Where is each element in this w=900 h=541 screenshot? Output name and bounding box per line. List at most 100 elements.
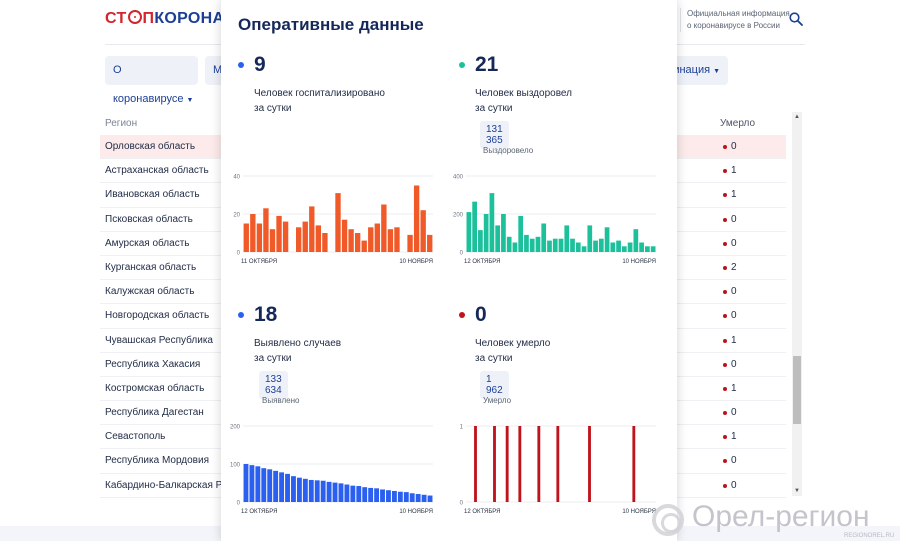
died-value: 0 (731, 455, 737, 467)
column-header-died[interactable]: Умерло (720, 118, 756, 129)
stat-dot-icon (459, 62, 465, 68)
chart-bar (632, 426, 636, 502)
chart-recovered-svg: 0 200 400 12 ОКТЯБРЯ 10 НОЯБРЯ (453, 175, 656, 265)
x-tick-label: 12 ОКТЯБРЯ (464, 509, 501, 515)
chart-bar (282, 221, 289, 252)
chart-bar (489, 193, 495, 252)
chart-bar (493, 426, 496, 502)
chart-bar (296, 227, 302, 252)
x-tick-label: 10 НОЯБРЯ (399, 509, 433, 515)
chart-bar (616, 240, 621, 252)
x-tick-label: 10 НОЯБРЯ (622, 259, 656, 265)
chart-bar (604, 227, 610, 252)
died-dot-icon (723, 145, 727, 149)
search-icon[interactable] (789, 12, 803, 26)
chart-bar (587, 225, 593, 252)
chart-bar (478, 230, 483, 252)
chart-bar (581, 246, 587, 252)
chart-bar (610, 242, 616, 252)
died-value: 1 (731, 189, 737, 201)
region-name: Калужская область (105, 286, 195, 298)
chart-bar (322, 233, 328, 252)
died-dot-icon (723, 217, 727, 222)
y-tick-label: 20 (233, 213, 240, 219)
chart-bar (420, 210, 426, 252)
chart-bar (472, 201, 477, 252)
died-dot-icon (723, 362, 727, 367)
chart-bar (332, 482, 338, 502)
chart-bar (427, 495, 433, 502)
chart-bar (335, 193, 341, 252)
chart-bar (249, 465, 255, 502)
chart-bar (243, 464, 249, 502)
chart-bar (397, 491, 403, 502)
scrollbar-thumb[interactable] (793, 356, 801, 424)
chart-bar (348, 229, 354, 252)
table-scrollbar[interactable]: ▲ ▼ (792, 112, 802, 496)
died-value: 1 (731, 334, 737, 346)
chart-bar (354, 233, 361, 252)
scroll-up-arrow-icon[interactable]: ▲ (794, 114, 800, 120)
nav-about-coronavirus[interactable]: О коронавирусе ▼ (105, 56, 198, 105)
chart-bar (326, 481, 332, 502)
stat-label-line1: Выявлено случаев (254, 338, 342, 349)
chart-bar (403, 492, 409, 502)
chart-cases: 0 100 200 12 ОКТЯБРЯ 10 НОЯБРЯ (227, 420, 437, 520)
stat-value: 9 (254, 53, 266, 76)
died-value: 0 (731, 141, 737, 152)
chart-bar (518, 215, 524, 252)
x-tick-label: 12 ОКТЯБРЯ (241, 509, 278, 515)
column-header-region[interactable]: Регион (105, 118, 138, 129)
chart-bar (558, 238, 564, 252)
x-tick-label: 10 НОЯБРЯ (622, 509, 656, 515)
chart-bar (387, 229, 394, 252)
stat-label-line1: Человек госпитализировано (254, 88, 385, 99)
chart-bar (547, 240, 552, 252)
died-dot-icon (723, 411, 727, 416)
region-name: Костромская область (105, 382, 205, 394)
died-value: 1 (731, 165, 737, 177)
chart-bar (570, 238, 575, 252)
chart-bar (255, 466, 261, 502)
chart-bar (407, 234, 413, 252)
chart-bar (575, 242, 581, 252)
died-dot-icon (723, 193, 727, 198)
died-value: 0 (731, 213, 737, 225)
y-tick-label: 0 (460, 501, 464, 507)
chart-hospitalized: 0 20 40 11 ОКТЯБРЯ 10 НОЯБРЯ (227, 170, 437, 270)
official-info-line1: Официальная информация (687, 9, 790, 18)
chart-bar (267, 469, 273, 502)
died-value: 1 (731, 431, 737, 443)
y-tick-label: 0 (237, 251, 241, 257)
chart-bar (261, 468, 267, 502)
region-name: Астраханская область (105, 165, 209, 177)
chart-bar (285, 473, 290, 502)
died-value: 1 (731, 382, 737, 394)
chart-recovered: 0 200 400 12 ОКТЯБРЯ 10 НОЯБРЯ (450, 170, 660, 270)
chart-bar (598, 238, 604, 252)
died-value: 0 (731, 407, 737, 419)
y-tick-label: 1 (460, 425, 464, 431)
region-name: Севастополь (105, 431, 166, 443)
died-value: 0 (731, 310, 737, 322)
scroll-down-arrow-icon[interactable]: ▼ (794, 488, 800, 494)
chart-bar (291, 476, 296, 502)
watermark-text: Орел-регион (692, 500, 870, 533)
watermark-logo-icon (652, 504, 684, 536)
y-tick-label: 200 (453, 213, 464, 219)
chart-bar (320, 480, 326, 502)
died-dot-icon (723, 386, 727, 391)
chart-bar (506, 236, 512, 252)
virus-icon (127, 10, 142, 24)
y-tick-label: 0 (460, 251, 464, 257)
chart-bar (314, 480, 320, 502)
chart-bar (356, 486, 362, 502)
chart-bar (243, 223, 249, 252)
chart-hospitalized-svg: 0 20 40 11 ОКТЯБРЯ 10 НОЯБРЯ (233, 175, 433, 265)
chart-bar (524, 234, 529, 252)
stat-dot-icon (459, 312, 465, 318)
died-dot-icon (723, 483, 727, 488)
chart-bar (394, 227, 400, 252)
chart-bar (374, 223, 380, 252)
